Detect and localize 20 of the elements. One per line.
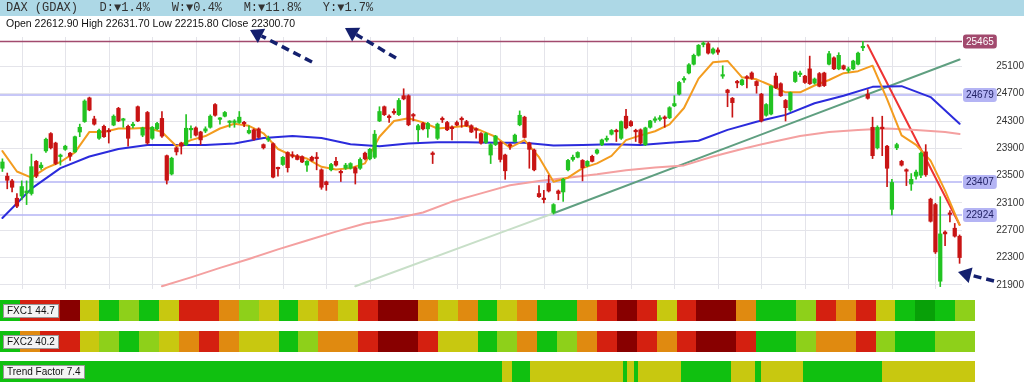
candlestick [744, 75, 750, 89]
ref-line-label: 22924 [966, 209, 995, 221]
text: FXC1 44.7 [3, 304, 59, 318]
y-tick-label: 21900 [996, 278, 1024, 290]
chart-title: DAX (GDAX) D:▼1.4% W:▼0.4% M:▼11.8% Y:▼1.7% [6, 1, 374, 15]
ref-line-label: 24679 [966, 89, 995, 101]
y-tick-label: 24300 [996, 114, 1024, 126]
chart-subtitle: Open 22612.90 High 22631.70 Low 22215.80 Close 22300.70 [6, 17, 295, 29]
y-tick-label: 23100 [996, 196, 1024, 208]
y-tick-label: 22300 [996, 251, 1024, 263]
text: Trend Factor 7.4 [3, 365, 85, 379]
y-tick-label: 22700 [996, 224, 1024, 236]
y-tick-label: 24700 [996, 87, 1024, 99]
y-tick-label: 25100 [996, 60, 1024, 72]
ref-line-label: 25465 [966, 35, 995, 47]
candlestick [416, 124, 421, 142]
text: FXC2 40.2 [3, 335, 59, 349]
y-tick-label: 23900 [996, 142, 1024, 154]
ref-line-label: 23407 [966, 176, 995, 188]
y-tick-label: 23500 [996, 169, 1024, 181]
